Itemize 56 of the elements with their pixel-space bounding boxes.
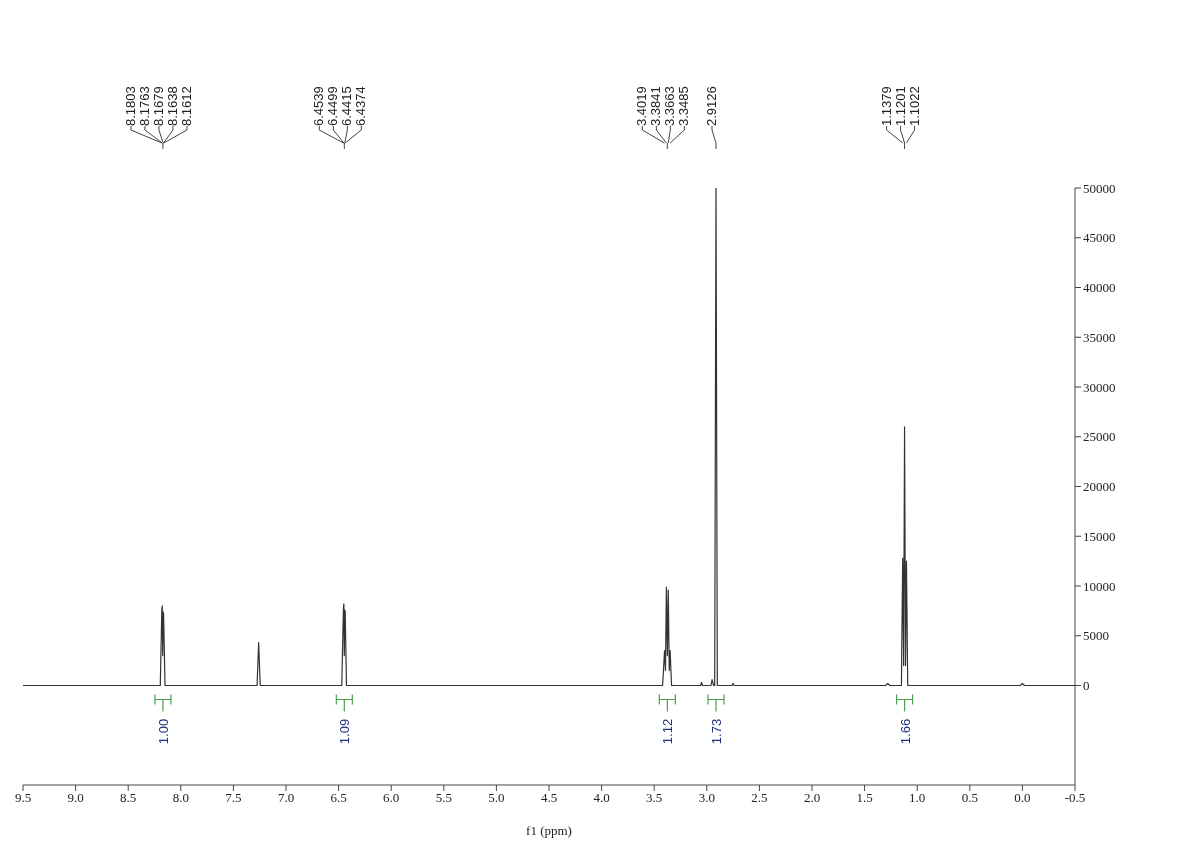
x-tick-label: 8.0 [172, 790, 189, 806]
x-tick-label: 7.0 [277, 790, 295, 806]
annotation: 8.1638 [164, 86, 180, 126]
annotation: 8.1612 [178, 86, 194, 126]
y-tick-label: 20000 [1083, 479, 1116, 495]
annotation: 1.09 [337, 718, 353, 745]
x-tick-label: 4.5 [540, 790, 558, 806]
y-tick-label: 50000 [1083, 180, 1116, 196]
annotation: 6.4499 [325, 86, 341, 126]
annotation: 1.00 [155, 718, 171, 745]
y-tick-label: 30000 [1083, 379, 1116, 395]
x-tick-label: 4.0 [593, 790, 610, 806]
y-tick-label: 5000 [1083, 628, 1109, 644]
annotation: 1.1201 [892, 86, 908, 126]
annotation: 1.73 [708, 718, 724, 745]
annotation: 1.66 [897, 718, 913, 745]
x-tick-label: 9.0 [67, 790, 84, 806]
annotation: 3.3485 [676, 86, 692, 126]
annotation: 6.4415 [339, 86, 355, 126]
x-tick-label: 6.5 [330, 790, 347, 806]
x-tick-label: -0.5 [1064, 790, 1086, 806]
x-tick-label: 9.5 [14, 790, 32, 806]
line-series [23, 188, 1075, 687]
y-tick-label: 10000 [1083, 578, 1116, 594]
y-tick-label: 0 [1083, 678, 1090, 694]
annotation: 8.1803 [122, 86, 138, 126]
y-tick-label: 40000 [1083, 280, 1116, 296]
annotation: 6.4539 [311, 86, 327, 126]
x-tick-label: 5.0 [488, 790, 505, 806]
y-tick-label: 35000 [1083, 329, 1116, 345]
x-tick-label: 8.5 [120, 790, 137, 806]
y-tick-label: 45000 [1083, 230, 1116, 246]
x-axis-title: f1 (ppm) [526, 823, 572, 838]
x-tick-label: 0.0 [1014, 790, 1031, 806]
x-tick-label: 2.5 [751, 790, 768, 806]
y-tick-label: 25000 [1083, 429, 1116, 445]
x-tick-label: 0.5 [961, 790, 978, 806]
annotation: 1.1379 [878, 86, 894, 126]
x-tick-label: 5.5 [435, 790, 452, 806]
x-tick-label: 2.0 [803, 790, 821, 806]
annotation: 3.3663 [662, 86, 678, 126]
x-tick-label: 7.5 [225, 790, 242, 806]
y-tick-label: 15000 [1083, 528, 1116, 544]
annotation: 1.1022 [906, 86, 922, 126]
x-tick-label: 6.0 [383, 790, 400, 806]
annotation: 8.1763 [136, 86, 152, 126]
x-tick-label: 1.0 [909, 790, 926, 806]
annotation: 3.3841 [648, 86, 664, 126]
annotation: 6.4374 [353, 86, 369, 126]
annotation: 2.9126 [703, 86, 719, 126]
annotation: 1.12 [660, 718, 676, 745]
x-tick-label: 3.0 [698, 790, 715, 806]
annotation: 3.4019 [634, 86, 650, 126]
x-tick-label: 1.5 [856, 790, 873, 806]
annotation: 8.1679 [150, 86, 166, 126]
x-tick-label: 3.5 [646, 790, 663, 806]
